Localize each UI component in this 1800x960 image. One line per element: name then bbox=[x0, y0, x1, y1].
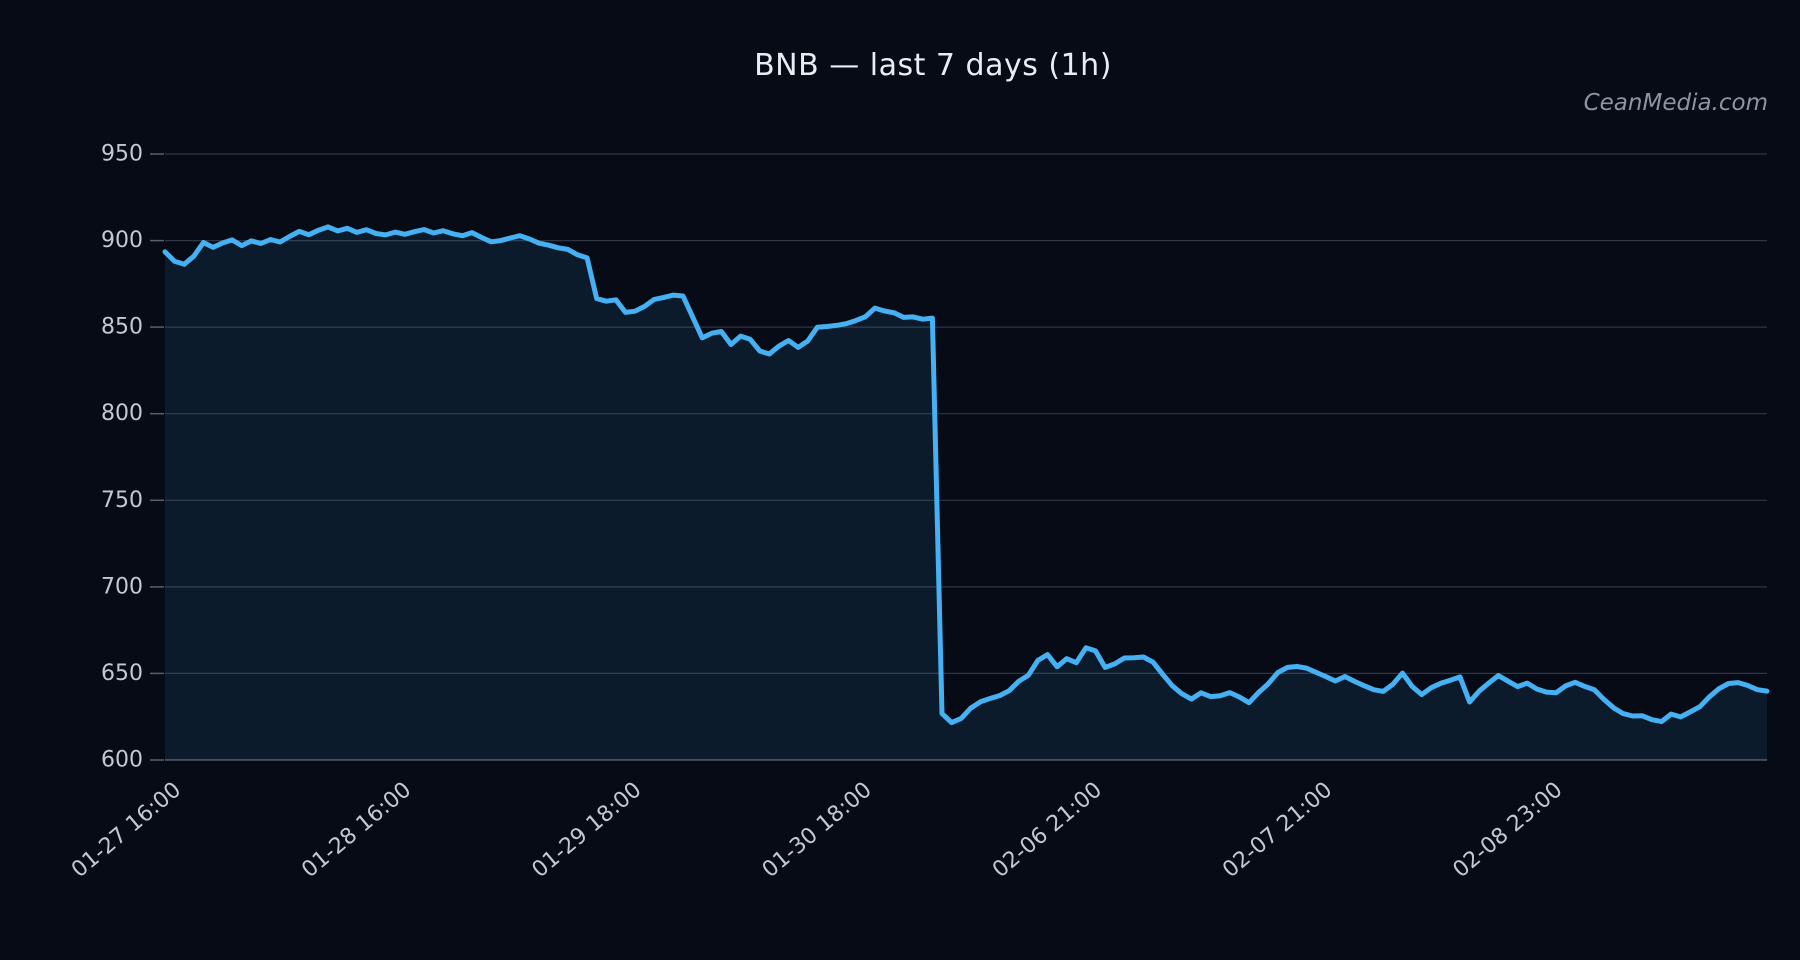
svg-text:900: 900 bbox=[101, 228, 143, 253]
y-axis-ticks bbox=[150, 153, 164, 761]
y-axis-labels: 600 650 700 750 800 850 900 950 bbox=[101, 142, 143, 773]
price-area bbox=[165, 226, 1767, 760]
svg-text:950: 950 bbox=[101, 142, 143, 167]
svg-text:01-30 18:00: 01-30 18:00 bbox=[758, 777, 877, 882]
svg-text:01-27 16:00: 01-27 16:00 bbox=[67, 777, 186, 882]
svg-text:700: 700 bbox=[101, 574, 143, 599]
svg-text:02-06 21:00: 02-06 21:00 bbox=[988, 777, 1107, 882]
svg-text:750: 750 bbox=[101, 488, 143, 513]
watermark-text: CeanMedia.com bbox=[1583, 90, 1768, 116]
price-line bbox=[162, 224, 1770, 726]
svg-text:01-28 16:00: 01-28 16:00 bbox=[297, 777, 416, 882]
gridlines bbox=[165, 153, 1767, 761]
chart-title: BNB — last 7 days (1h) bbox=[754, 48, 1112, 83]
svg-text:800: 800 bbox=[101, 401, 143, 426]
svg-text:850: 850 bbox=[101, 315, 143, 340]
svg-text:600: 600 bbox=[101, 748, 143, 773]
svg-text:02-07 21:00: 02-07 21:00 bbox=[1218, 777, 1337, 882]
svg-text:02-08 23:00: 02-08 23:00 bbox=[1448, 777, 1567, 882]
svg-text:01-29 18:00: 01-29 18:00 bbox=[527, 777, 646, 882]
x-axis-labels: 01-27 16:00 01-28 16:00 01-29 18:00 01-30 1… bbox=[67, 777, 1567, 882]
svg-text:650: 650 bbox=[101, 661, 143, 686]
